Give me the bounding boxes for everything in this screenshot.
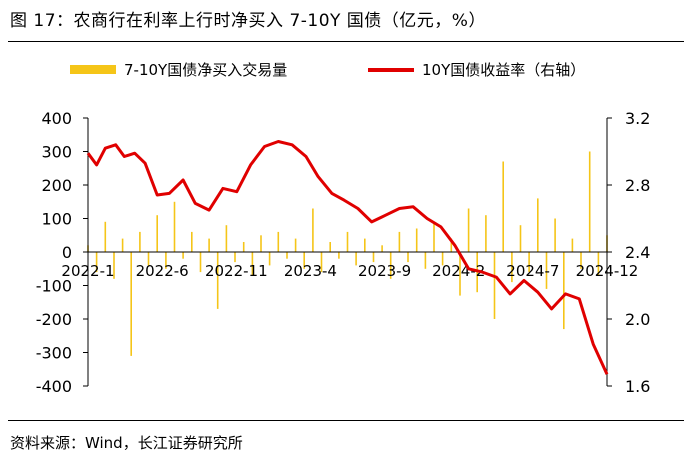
volume-bar	[165, 252, 167, 269]
volume-bar	[173, 201, 176, 253]
volume-bar	[216, 252, 219, 309]
volume-bar	[338, 252, 340, 259]
volume-bar	[312, 208, 314, 252]
volume-bar	[320, 252, 323, 273]
left-tick-label: 200	[41, 176, 72, 195]
volume-bar	[554, 218, 556, 252]
volume-bar	[251, 252, 254, 276]
volume-bar	[303, 252, 305, 269]
volume-bar	[130, 252, 132, 356]
volume-bar	[563, 252, 565, 330]
x-tick-label: 2023-4	[284, 262, 337, 280]
x-tick-label: 2024-12	[576, 262, 639, 280]
volume-bar	[511, 252, 513, 283]
volume-bar	[415, 228, 418, 252]
volume-bar	[493, 252, 496, 319]
volume-bar	[485, 215, 487, 252]
x-tick-label: 2022-6	[136, 262, 189, 280]
right-tick-label: 3.2	[625, 109, 650, 128]
left-tick-label: -400	[36, 377, 72, 396]
volume-bar	[364, 238, 366, 252]
volume-bar	[182, 252, 184, 259]
right-tick-label: 1.6	[625, 377, 650, 396]
left-tick-label: -300	[36, 344, 72, 363]
volume-bar	[389, 252, 392, 279]
volume-bar	[355, 252, 357, 266]
volume-bar	[459, 252, 461, 296]
volume-bar	[433, 221, 435, 252]
x-tick-label: 2022-11	[205, 262, 268, 280]
left-tick-label: -100	[36, 277, 72, 296]
volume-bar	[95, 252, 98, 273]
volume-bar	[502, 161, 504, 252]
volume-bar	[156, 215, 158, 252]
x-tick-label: 2024-2	[432, 262, 485, 280]
volume-bar	[277, 231, 280, 252]
volume-bar	[588, 151, 591, 252]
volume-bar	[260, 235, 262, 253]
x-axis-ticks: 2022-1 2022-6 2022-11 2023-4 2023-9 2024-2 202…	[61, 262, 638, 280]
left-tick-label: 0	[62, 243, 72, 262]
volume-bar	[329, 242, 331, 252]
yield-line	[86, 140, 609, 375]
source-note: 资料来源：Wind，长江证券研究所	[10, 434, 243, 452]
volume-bar	[286, 252, 288, 259]
legend-line-label: 10Y国债收益率（右轴）	[422, 61, 585, 79]
left-tick-label: -200	[36, 310, 72, 329]
volume-bar	[597, 252, 600, 276]
right-tick-label: 2.4	[625, 243, 650, 262]
x-tick-label: 2023-9	[358, 262, 411, 280]
volume-bar	[113, 252, 115, 279]
volume-bar	[346, 231, 349, 252]
legend-bar-label: 7-10Y国债净买入交易量	[124, 61, 287, 79]
volume-bar	[424, 252, 427, 269]
left-tick-label: 400	[41, 109, 72, 128]
x-tick-label: 2024-7	[506, 262, 559, 280]
volume-bar	[372, 252, 375, 263]
volume-bar	[545, 252, 548, 289]
legend: 7-10Y国债净买入交易量 10Y国债收益率（右轴）	[70, 61, 585, 79]
volume-bar	[294, 238, 297, 252]
volume-bar	[191, 231, 193, 252]
title-divider	[8, 41, 684, 42]
volume-bar	[537, 198, 539, 252]
x-tick-label: 2022-1	[61, 262, 114, 280]
volume-bar	[208, 238, 210, 252]
right-tick-label: 2.8	[625, 176, 650, 195]
right-tick-label: 2.0	[625, 310, 650, 329]
volume-bar	[234, 252, 236, 263]
volume-bar	[441, 252, 444, 266]
volume-bar	[450, 238, 453, 252]
volume-bar	[528, 252, 530, 273]
legend-bar-swatch	[70, 65, 116, 74]
volume-bar	[225, 225, 228, 252]
left-tick-label: 300	[41, 143, 72, 162]
chart-title: 图 17：农商行在利率上行时净买入 7-10Y 国债（亿元，%）	[10, 11, 486, 31]
volume-bar	[571, 238, 574, 252]
volume-bar	[139, 231, 141, 252]
left-axis-ticks: 400 300 200 100 0 -100 -200 -300 -400	[36, 109, 88, 396]
volume-bar	[467, 208, 470, 252]
right-axis-ticks: 3.2 2.8 2.4 2.0 1.6	[607, 109, 650, 396]
volume-bar	[268, 252, 271, 266]
volume-bar	[398, 231, 401, 252]
volume-bar	[519, 225, 522, 252]
volume-bar	[121, 238, 124, 252]
volume-bar	[242, 242, 245, 252]
bar-series	[87, 151, 608, 356]
source-divider	[8, 420, 684, 421]
volume-bar	[199, 252, 202, 273]
volume-bar	[147, 252, 150, 266]
volume-bar	[580, 252, 582, 269]
volume-bar	[407, 252, 409, 263]
volume-bar	[381, 245, 383, 252]
volume-bar	[104, 221, 107, 252]
left-tick-label: 100	[41, 210, 72, 229]
